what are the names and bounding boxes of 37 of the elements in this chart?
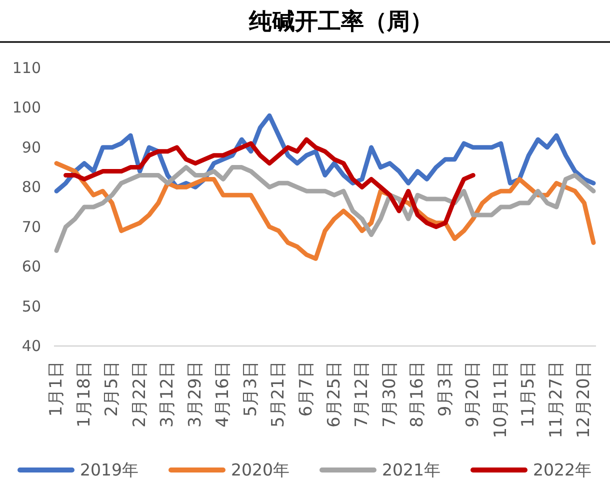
y-tick-label: 80 [22, 178, 41, 196]
x-tick-label: 11月27日 [546, 361, 566, 438]
x-tick-label: 10月11日 [490, 361, 511, 438]
x-tick-label: 12月20日 [574, 361, 594, 438]
x-tick-label: 6月7日 [296, 361, 316, 417]
legend-item: 2022年 [470, 460, 592, 480]
y-tick-label: 110 [12, 59, 41, 77]
x-tick-label: 4月16日 [213, 361, 234, 428]
y-tick-label: 40 [22, 337, 41, 355]
y-tick-label: 70 [22, 218, 41, 236]
legend-item: 2021年 [320, 460, 441, 480]
x-tick-label: 8月16日 [408, 361, 428, 428]
x-tick-label: 9月20日 [463, 361, 484, 428]
title: 纯碱开工率（周） [249, 8, 433, 35]
x-tick-label: 5月3日 [240, 361, 261, 417]
y-tick-label: 60 [22, 258, 41, 276]
x-tick-label: 3月12日 [158, 361, 178, 428]
y-tick-label: 100 [12, 98, 41, 117]
legend-label: 2022年 [533, 460, 592, 480]
x-tick-label: 2月5日 [102, 361, 122, 417]
x-tick-label: 11月5日 [518, 361, 539, 428]
x-tick-label: 7月12日 [352, 361, 372, 428]
legend-item: 2020年 [168, 460, 290, 480]
x-tick-label: 6月25日 [324, 361, 344, 428]
x-tick-label: 7月30日 [380, 361, 400, 428]
legend-label: 2019年 [80, 460, 139, 480]
x-tick-label: 2月22日 [130, 361, 150, 428]
x-tick-label: 3月29日 [185, 361, 206, 428]
legend-label: 2020年 [231, 460, 290, 480]
legend-label: 2021年 [382, 460, 441, 480]
x-tick-label: 1月1日 [46, 361, 66, 417]
x-tick-label: 1月18日 [74, 361, 94, 428]
x-tick-label: 5月21日 [268, 361, 289, 428]
x-tick-label: 9月3日 [435, 361, 456, 417]
legend-item: 2019年 [18, 460, 139, 480]
y-tick-label: 90 [22, 138, 41, 156]
y-tick-label: 50 [22, 297, 41, 316]
